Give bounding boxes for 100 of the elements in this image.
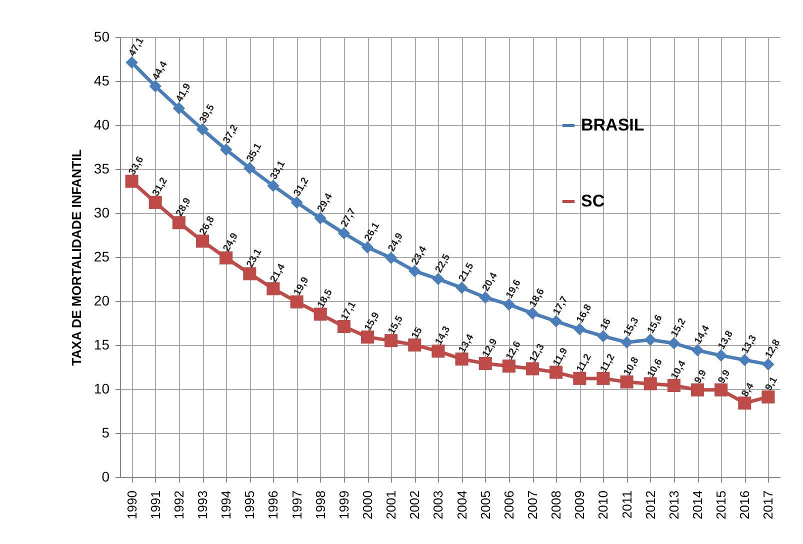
legend-label: SC — [581, 192, 605, 210]
x-tick-label: 2010 — [596, 490, 611, 520]
point — [360, 330, 374, 344]
data-label: 9,9 — [716, 368, 733, 386]
point — [432, 272, 444, 286]
point — [690, 383, 704, 396]
x-tick-label: 2016 — [737, 490, 752, 520]
x-tick-label: 2017 — [760, 490, 776, 520]
point — [125, 174, 138, 188]
x-tick-label: 2003 — [430, 490, 446, 520]
point — [337, 320, 350, 334]
point — [172, 216, 186, 230]
point — [408, 264, 421, 278]
point — [244, 162, 256, 174]
x-tick-label: 1992 — [171, 490, 186, 520]
point — [668, 337, 680, 350]
y-tick-label: 35 — [94, 160, 110, 176]
point — [550, 315, 562, 328]
y-axis-title: TAXA DE MORTALIDADE INFANTIL — [68, 149, 84, 366]
point — [573, 372, 586, 385]
point — [432, 344, 445, 358]
point — [220, 144, 232, 156]
point — [596, 372, 610, 385]
x-tick-label: 2014 — [690, 490, 705, 520]
x-tick-label: 2005 — [478, 490, 493, 520]
point — [267, 180, 280, 192]
point — [762, 358, 774, 370]
point — [290, 196, 303, 209]
y-tick-label: 45 — [94, 72, 110, 88]
x-tick-label: 2008 — [548, 490, 564, 520]
point — [314, 212, 326, 224]
point — [478, 356, 492, 370]
point — [502, 298, 516, 311]
x-tick-label: 1998 — [312, 490, 328, 520]
x-tick-label: 1997 — [289, 490, 304, 520]
point — [196, 123, 209, 136]
x-tick-label: 2011 — [619, 490, 634, 518]
point — [149, 80, 162, 92]
x-tick-label: 2000 — [360, 490, 375, 520]
x-tick-label: 1999 — [336, 490, 352, 520]
point — [526, 307, 539, 320]
point — [762, 390, 775, 404]
x-tick-label: 1993 — [195, 490, 210, 520]
point — [196, 234, 210, 248]
point — [290, 295, 304, 308]
x-tick-label: 2007 — [525, 490, 540, 520]
x-tick-label: 2002 — [407, 490, 422, 520]
point — [455, 352, 468, 366]
x-tick-label: 2009 — [572, 490, 588, 520]
point — [691, 344, 704, 356]
point — [361, 241, 374, 254]
point — [667, 378, 680, 392]
point — [620, 375, 634, 388]
y-tick-label: 5 — [102, 424, 110, 440]
data-label: 8,4 — [740, 380, 757, 399]
x-tick-label: 1990 — [124, 490, 140, 520]
point — [738, 354, 751, 366]
point — [644, 377, 657, 390]
point — [408, 338, 422, 352]
point — [243, 267, 256, 280]
x-tick-label: 1991 — [148, 490, 163, 520]
point — [148, 196, 162, 209]
point — [314, 308, 327, 321]
data-label: 9,9 — [692, 368, 710, 386]
point — [597, 330, 610, 342]
point — [126, 56, 138, 69]
x-tick-label: 2001 — [384, 490, 399, 520]
point — [220, 251, 233, 264]
y-tick-label: 25 — [94, 248, 110, 264]
x-tick-label: 1996 — [266, 490, 281, 520]
x-tick-label: 2013 — [666, 490, 682, 520]
x-tick-label: 1994 — [218, 490, 234, 520]
x-tick-label: 2015 — [714, 490, 729, 520]
point — [526, 362, 540, 376]
point — [172, 102, 186, 114]
legend-label: BRASIL — [581, 116, 644, 134]
point — [620, 336, 633, 348]
point — [738, 396, 752, 410]
y-tick-label: 30 — [94, 204, 110, 220]
point — [502, 360, 516, 373]
point — [266, 282, 280, 296]
data-label: 15 — [410, 325, 426, 341]
point — [456, 282, 468, 294]
point — [574, 323, 586, 336]
y-tick-label: 20 — [94, 292, 110, 308]
point — [550, 366, 563, 379]
y-tick-label: 10 — [94, 380, 110, 396]
data-label: 16 — [598, 316, 614, 332]
point — [644, 334, 656, 346]
y-tick-label: 50 — [94, 28, 110, 44]
point — [338, 227, 350, 240]
point — [384, 334, 398, 348]
point — [714, 383, 728, 396]
point — [384, 252, 398, 264]
x-tick-label: 2004 — [454, 490, 470, 520]
data-label: 9,1 — [763, 374, 780, 393]
y-tick-label: 15 — [94, 336, 110, 352]
point — [714, 349, 728, 362]
point — [479, 291, 492, 304]
y-tick-label: 0 — [102, 468, 110, 484]
